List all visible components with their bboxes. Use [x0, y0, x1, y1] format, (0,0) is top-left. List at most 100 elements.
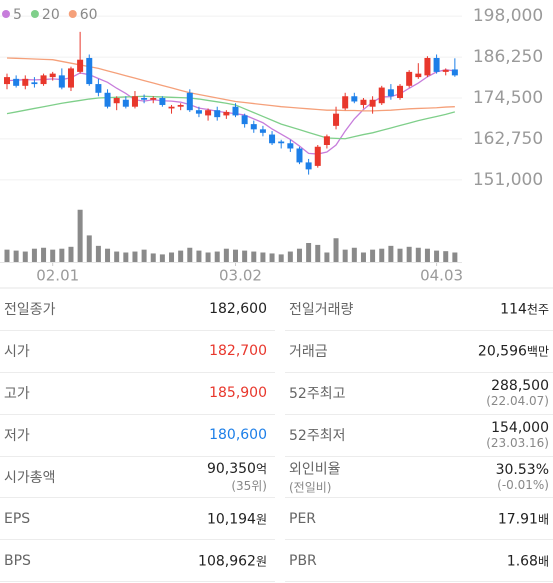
volume-bar — [123, 252, 129, 262]
stat-unit: 배 — [537, 512, 549, 527]
volume-bar — [150, 253, 156, 262]
ma-line — [6, 69, 455, 155]
candle-body — [351, 96, 358, 102]
candle-body — [58, 75, 65, 88]
stat-value-text: 10,194 — [206, 511, 256, 528]
candle-body — [241, 115, 248, 125]
stats-row: BPS 108,962원 PBR 1.68배 — [0, 540, 553, 583]
candle-body — [186, 92, 193, 111]
stat-sublabel: (전일비) — [289, 480, 332, 495]
candle-body — [86, 57, 93, 85]
volume-bar — [178, 250, 184, 262]
volume-bar — [233, 249, 238, 262]
stats-row: 전일종가 182,600 전일거래량 114천주 — [0, 289, 553, 331]
stat-value-text: 30.53% — [495, 462, 549, 478]
stat-sub: (-0.01%) — [497, 478, 549, 492]
candle-body — [250, 124, 257, 130]
volume-bar — [251, 251, 257, 262]
stat-label-text: 전일거래량 — [289, 302, 354, 319]
stat-value: 182,600 — [209, 301, 267, 317]
stat-value-text: 20,596 — [477, 343, 527, 360]
volume-bar — [406, 246, 412, 262]
stat-value-text: 108,962 — [198, 553, 256, 570]
stat-unit: 배 — [537, 554, 549, 569]
stat-cell: 외인비율 (전일비) 30.53% (-0.01%) — [285, 457, 553, 499]
candle-body — [296, 148, 303, 163]
stat-cell: 거래금 20,596백만 — [285, 331, 553, 373]
stat-value: 288,500 (22.04.07) — [486, 378, 549, 408]
volume-bar — [59, 248, 65, 262]
legend-label: 60 — [80, 7, 98, 23]
volume-bar — [77, 209, 83, 262]
candle-body — [4, 77, 10, 85]
volume-bar — [159, 254, 165, 262]
volume-bar — [196, 250, 202, 262]
volume-bar — [434, 250, 440, 262]
volume-bar — [315, 244, 321, 262]
stat-label-text: 시가총액 — [4, 470, 56, 486]
volume-bar — [443, 251, 449, 262]
x-tick-label: 02.01 — [36, 267, 79, 285]
legend-swatch — [30, 10, 39, 18]
stats-row: 시가 182,700 거래금 20,596백만 — [0, 331, 553, 373]
volume-bar — [296, 248, 302, 262]
volume-bar — [370, 249, 376, 262]
stat-value-text: 180,600 — [209, 427, 267, 444]
stat-unit: 백만 — [526, 344, 549, 359]
volume-bar — [95, 245, 101, 262]
volume-bar — [169, 252, 175, 262]
stat-label: 시가총액 — [4, 467, 56, 487]
candle-body — [451, 69, 458, 76]
stat-value-text: 154,000 — [491, 420, 549, 437]
stat-unit: 억 — [255, 462, 267, 476]
stat-value-text: 185,900 — [209, 385, 267, 402]
candle-body — [122, 99, 129, 107]
stat-sub: (22.04.07) — [486, 394, 549, 409]
candle-body — [223, 111, 230, 116]
volume-bar — [13, 250, 19, 262]
stat-value-text: 90,350 — [206, 461, 256, 477]
stat-value: 154,000 (23.03.16) — [486, 420, 549, 450]
volume-bar — [41, 247, 47, 262]
stat-value: 180,600 — [209, 427, 267, 443]
candle-body — [40, 75, 47, 85]
candle-body — [378, 87, 385, 104]
candle-body — [13, 78, 20, 86]
stat-cell: PBR 1.68배 — [285, 540, 553, 583]
candle-body — [406, 71, 413, 86]
candle-body — [159, 98, 166, 105]
ma-line — [6, 95, 456, 140]
stat-cell: PER 17.91배 — [285, 498, 553, 541]
candle-body — [205, 110, 212, 116]
candle-body — [333, 113, 340, 126]
stat-value-text: 17.91 — [497, 511, 538, 528]
candle-body — [415, 73, 422, 78]
candle-body — [22, 78, 29, 86]
stat-label: 저가 — [4, 425, 30, 445]
candle-body — [433, 57, 440, 72]
candle-body — [387, 89, 394, 97]
volume-bar — [242, 250, 248, 262]
stat-label: 전일종가 — [4, 299, 56, 319]
stat-unit: 원 — [255, 512, 267, 527]
stat-sub: (35위) — [231, 479, 267, 493]
volume-bar — [141, 249, 147, 262]
stat-label-text: 거래금 — [289, 344, 328, 361]
candle-body — [131, 96, 138, 107]
stat-label: 고가 — [4, 383, 30, 403]
stat-label-text: 전일종가 — [4, 302, 56, 319]
stat-cell: BPS 108,962원 — [0, 540, 275, 583]
volume-bar — [324, 252, 330, 262]
volume-bar — [333, 238, 339, 262]
y-tick-label: 198,000 — [473, 6, 543, 26]
candle-body — [323, 136, 330, 145]
candle-body — [314, 146, 321, 166]
volume-bar — [269, 253, 275, 262]
candle-body — [259, 129, 266, 133]
legend-label: 5 — [13, 7, 22, 23]
y-tick-label: 151,000 — [473, 170, 543, 190]
y-tick-label: 174,500 — [473, 88, 543, 108]
volume-bar — [31, 248, 37, 262]
stat-value: 90,350억 (35위) — [207, 460, 267, 494]
candle-body — [369, 99, 376, 107]
